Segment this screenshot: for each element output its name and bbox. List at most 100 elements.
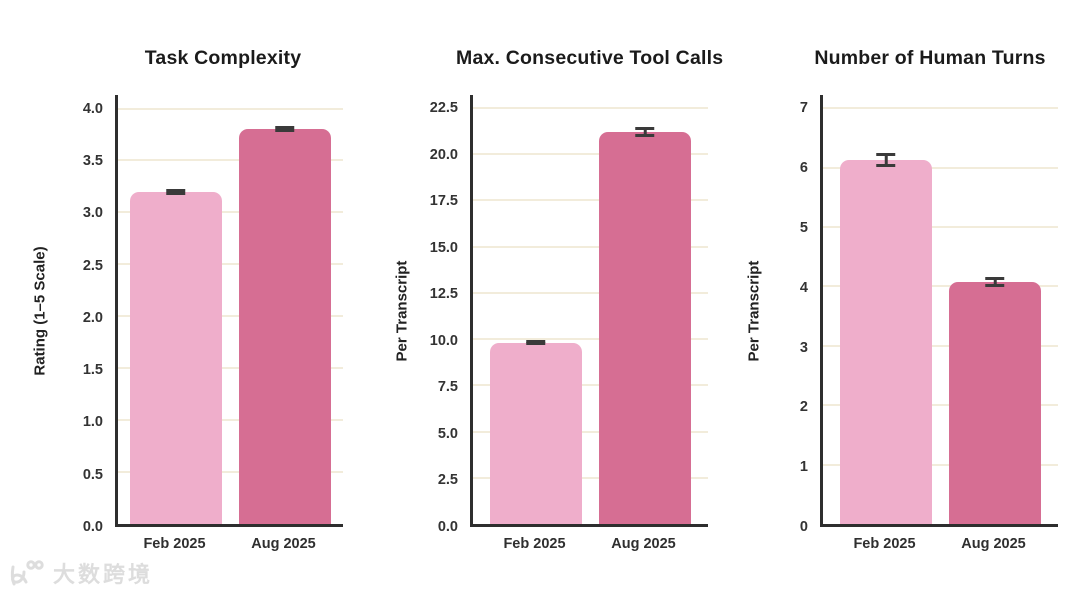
y-tick-label: 3 <box>799 339 808 356</box>
y-tick-label: 22.5 <box>429 100 458 117</box>
gridline <box>473 384 708 387</box>
y-tick-label: 3.0 <box>82 205 103 222</box>
gridline <box>118 367 343 370</box>
y-tick-label: 0.0 <box>82 519 103 535</box>
gridline <box>823 285 1058 288</box>
gridline <box>473 199 708 202</box>
x-tick-label: Feb 2025 <box>853 536 916 552</box>
y-axis-ticks: 0.0 2.5 5.0 7.5 10.0 12.5 15.0 17.5 20.0 22.5 <box>360 95 458 535</box>
bars <box>118 95 343 524</box>
x-tick-label: Aug 2025 <box>611 536 676 552</box>
gridline <box>823 463 1058 466</box>
x-tick-label: Feb 2025 <box>503 536 566 552</box>
y-tick-label: 7.5 <box>437 379 458 396</box>
gridlines <box>473 95 708 524</box>
chart-title: Number of Human Turns <box>814 47 1046 69</box>
y-tick-label: 2.0 <box>82 309 103 326</box>
bar-slot <box>490 95 582 524</box>
y-tick-label: 0.0 <box>437 519 458 535</box>
gridline <box>473 430 708 433</box>
bar-slot <box>130 95 222 524</box>
y-tick-label: 1.5 <box>82 362 103 379</box>
y-tick-label: 4.0 <box>82 100 103 117</box>
gridline <box>473 476 708 479</box>
gridlines <box>823 95 1058 524</box>
bar-slot <box>239 95 331 524</box>
y-axis-ticks: 0 1 2 3 4 5 6 7 <box>740 95 808 535</box>
error-bar <box>876 152 896 167</box>
watermark: 大数跨境 <box>8 556 153 590</box>
plot-area <box>470 95 708 527</box>
y-tick-label: 3.5 <box>82 152 103 169</box>
error-bar <box>275 126 295 133</box>
y-tick-label: 2.5 <box>437 472 458 489</box>
chart-max-consecutive-tool-calls: Max. Consecutive Tool Calls Per Transcri… <box>360 0 740 595</box>
bar-feb-2025 <box>840 159 932 524</box>
error-bar <box>985 277 1005 288</box>
gridline <box>473 338 708 341</box>
gridline <box>473 153 708 156</box>
y-tick-label: 0.5 <box>82 466 103 483</box>
bar-slot <box>599 95 691 524</box>
y-tick-label: 7 <box>799 100 808 117</box>
y-tick-label: 1 <box>799 459 808 476</box>
bar-aug-2025 <box>949 282 1041 524</box>
gridline <box>118 315 343 318</box>
y-tick-label: 4 <box>799 279 808 296</box>
y-tick-label: 0 <box>799 519 808 535</box>
bar-aug-2025 <box>239 129 331 524</box>
gridline <box>118 419 343 422</box>
bar-feb-2025 <box>490 342 582 524</box>
y-tick-label: 12.5 <box>429 286 458 303</box>
x-axis-labels: Feb 2025 Aug 2025 <box>115 536 343 558</box>
y-tick-label: 5.0 <box>437 425 458 442</box>
y-tick-label: 2.5 <box>82 257 103 274</box>
y-tick-label: 10.0 <box>429 332 458 349</box>
bars <box>823 95 1058 524</box>
watermark-text: 大数跨境 <box>53 562 154 587</box>
y-tick-label: 17.5 <box>429 193 458 210</box>
y-tick-label: 2 <box>799 399 808 416</box>
chart-task-complexity: Task Complexity Rating (1–5 Scale) 0.0 0.… <box>0 0 360 595</box>
bar-slot <box>949 95 1041 524</box>
y-tick-label: 1.0 <box>82 414 103 431</box>
gridline <box>473 106 708 109</box>
gridline <box>823 344 1058 347</box>
y-tick-label: 15.0 <box>429 239 458 256</box>
bar-aug-2025 <box>599 131 691 524</box>
x-tick-label: Aug 2025 <box>251 536 316 552</box>
x-tick-label: Feb 2025 <box>143 536 206 552</box>
bar-feb-2025 <box>130 191 222 524</box>
chart-body: Rating (1–5 Scale) 0.0 0.5 1.0 1.5 2.0 2.5 3.0… <box>0 95 360 535</box>
gridline <box>118 211 343 214</box>
y-tick-label: 20.0 <box>429 146 458 163</box>
error-bar <box>635 127 655 137</box>
plot-area <box>820 95 1058 527</box>
gridline <box>823 404 1058 407</box>
bars <box>473 95 708 524</box>
gridlines <box>118 95 343 524</box>
x-axis-labels: Feb 2025 Aug 2025 <box>820 536 1058 558</box>
error-bar <box>166 188 186 195</box>
error-bar <box>526 340 546 346</box>
y-tick-label: 6 <box>799 160 808 176</box>
chart-body: Per Transcript 0.0 2.5 5.0 7.5 10.0 12.5 15.0 1… <box>360 95 740 535</box>
x-axis-labels: Feb 2025 Aug 2025 <box>470 536 708 558</box>
gridline <box>118 263 343 266</box>
gridline <box>473 291 708 294</box>
plot-area <box>115 95 343 527</box>
gridline <box>118 471 343 474</box>
gridline <box>473 245 708 248</box>
y-tick-label: 5 <box>799 219 808 236</box>
chart-title: Max. Consecutive Tool Calls <box>456 47 724 69</box>
gridline <box>823 225 1058 228</box>
gridline <box>118 159 343 162</box>
gridline <box>823 107 1058 110</box>
x-tick-label: Aug 2025 <box>961 536 1026 552</box>
gridline <box>118 107 343 110</box>
chart-title: Task Complexity <box>144 47 302 69</box>
k100-logo-icon <box>10 560 44 586</box>
